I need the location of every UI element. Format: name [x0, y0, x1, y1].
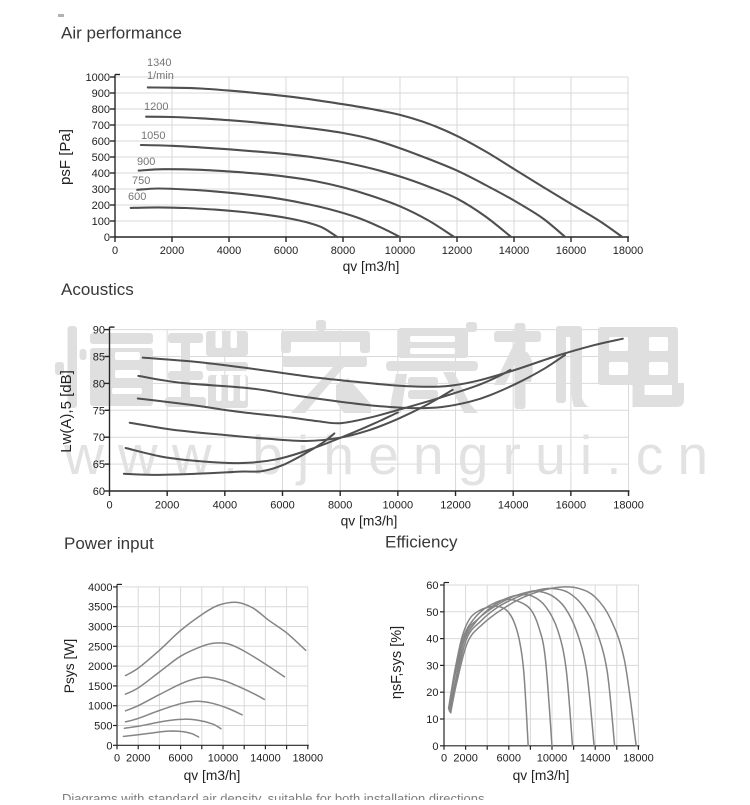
svg-text:Diagrams with standard air den: Diagrams with standard air density, suit… [62, 791, 485, 800]
svg-text:0: 0 [441, 752, 447, 764]
svg-text:0: 0 [112, 245, 118, 257]
svg-text:750: 750 [132, 175, 150, 187]
svg-text:8000: 8000 [328, 500, 352, 512]
svg-text:14000: 14000 [250, 752, 281, 764]
svg-text:3000: 3000 [88, 621, 112, 633]
svg-text:400: 400 [92, 168, 110, 180]
svg-text:18000: 18000 [623, 752, 654, 764]
svg-text:70: 70 [93, 432, 105, 444]
svg-text:700: 700 [92, 120, 110, 132]
svg-text:50: 50 [426, 607, 438, 619]
svg-text:Efficiency: Efficiency [385, 533, 458, 552]
svg-text:10000: 10000 [208, 752, 239, 764]
svg-text:500: 500 [92, 152, 110, 164]
svg-text:900: 900 [92, 88, 110, 100]
svg-text:0: 0 [106, 740, 112, 752]
svg-text:2000: 2000 [160, 245, 184, 257]
svg-text:4000: 4000 [217, 245, 241, 257]
svg-text:18000: 18000 [293, 752, 324, 764]
svg-text:qv [m3/h]: qv [m3/h] [184, 768, 241, 783]
svg-text:40: 40 [426, 634, 438, 646]
svg-text:0: 0 [106, 500, 112, 512]
svg-text:14000: 14000 [499, 245, 530, 257]
svg-text:0: 0 [104, 232, 110, 244]
svg-text:18000: 18000 [613, 500, 644, 512]
svg-text:psF [Pa]: psF [Pa] [57, 129, 74, 185]
svg-text:2500: 2500 [88, 641, 112, 653]
svg-text:75: 75 [93, 405, 105, 417]
svg-text:qv [m3/h]: qv [m3/h] [341, 514, 398, 529]
svg-text:1050: 1050 [141, 130, 165, 142]
svg-text:1/min: 1/min [147, 70, 174, 82]
svg-text:6000: 6000 [168, 752, 192, 764]
svg-text:65: 65 [93, 459, 105, 471]
svg-text:14000: 14000 [580, 752, 611, 764]
svg-text:1340: 1340 [147, 57, 171, 69]
svg-text:16000: 16000 [556, 245, 587, 257]
svg-text:18000: 18000 [613, 245, 644, 257]
svg-text:80: 80 [93, 378, 105, 390]
svg-text:200: 200 [92, 200, 110, 212]
svg-text:0: 0 [432, 741, 438, 753]
svg-text:100: 100 [92, 216, 110, 228]
svg-text:10000: 10000 [383, 500, 414, 512]
svg-text:1000: 1000 [86, 72, 110, 84]
svg-text:6000: 6000 [270, 500, 294, 512]
svg-text:85: 85 [93, 352, 105, 364]
svg-text:600: 600 [92, 136, 110, 148]
svg-text:2000: 2000 [88, 661, 112, 673]
svg-text:20: 20 [426, 687, 438, 699]
svg-text:800: 800 [92, 104, 110, 116]
svg-text:6000: 6000 [497, 752, 521, 764]
svg-text:6000: 6000 [274, 245, 298, 257]
svg-text:ηsF,sys [%]: ηsF,sys [%] [389, 626, 405, 699]
svg-text:qv [m3/h]: qv [m3/h] [343, 259, 400, 274]
svg-text:12000: 12000 [440, 500, 471, 512]
svg-text:4000: 4000 [88, 582, 112, 594]
svg-text:900: 900 [137, 156, 155, 168]
svg-text:1000: 1000 [88, 701, 112, 713]
svg-text:90: 90 [93, 325, 105, 337]
svg-text:0: 0 [114, 752, 120, 764]
svg-text:2000: 2000 [126, 752, 150, 764]
svg-text:1200: 1200 [144, 101, 168, 113]
svg-text:10: 10 [426, 714, 438, 726]
svg-text:600: 600 [128, 191, 146, 203]
svg-text:www.bjhengrui.cn: www.bjhengrui.cn [63, 424, 722, 486]
svg-text:2000: 2000 [155, 500, 179, 512]
svg-text:Lw(A),5 [dB]: Lw(A),5 [dB] [58, 370, 75, 453]
svg-text:60: 60 [426, 580, 438, 592]
svg-text:16000: 16000 [556, 500, 587, 512]
svg-text:Power input: Power input [64, 534, 154, 553]
svg-text:Psys [W]: Psys [W] [62, 639, 77, 693]
svg-text:Air performance: Air performance [61, 24, 182, 43]
svg-text:2000: 2000 [453, 752, 477, 764]
svg-text:1500: 1500 [88, 681, 112, 693]
svg-text:500: 500 [94, 720, 112, 732]
svg-text:300: 300 [92, 184, 110, 196]
svg-text:60: 60 [93, 486, 105, 498]
svg-text:3500: 3500 [88, 602, 112, 614]
svg-text:14000: 14000 [498, 500, 529, 512]
svg-text:Acoustics: Acoustics [61, 280, 134, 299]
svg-text:4000: 4000 [213, 500, 237, 512]
svg-text:12000: 12000 [442, 245, 473, 257]
svg-text:30: 30 [426, 660, 438, 672]
svg-text:8000: 8000 [331, 245, 355, 257]
svg-text:10000: 10000 [385, 245, 416, 257]
svg-text:10000: 10000 [537, 752, 568, 764]
svg-text:qv [m3/h]: qv [m3/h] [513, 768, 570, 783]
